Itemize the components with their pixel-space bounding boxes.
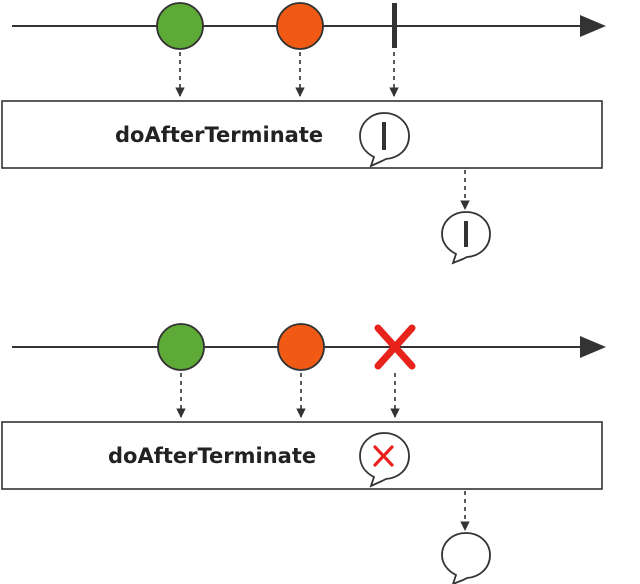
error-x-stroke: [373, 445, 394, 467]
item-green-marble: [156, 2, 204, 50]
operator-label: doAfterTerminate: [108, 444, 316, 468]
panel-complete: doAfterTerminate: [1, 2, 606, 265]
error-x-stroke: [374, 324, 416, 370]
complete-bar-icon: [392, 3, 397, 48]
speech-bubble-icon: [441, 211, 491, 265]
panel-error: doAfterTerminate: [1, 323, 606, 584]
item-orange-marble: [277, 323, 325, 371]
complete-bar-icon: [464, 221, 468, 247]
error-x-icon: [374, 324, 416, 370]
arrow-head-icon: [580, 336, 606, 358]
operator-box: [1, 421, 603, 490]
operator-label: doAfterTerminate: [115, 123, 323, 147]
complete-bar-icon: [382, 122, 386, 150]
arrow-head-icon: [580, 15, 606, 37]
speech-bubble-icon: [441, 532, 491, 584]
speech-bubble-icon: [359, 112, 410, 168]
operator-box: [1, 100, 603, 169]
item-green-marble: [157, 323, 205, 371]
item-orange-marble: [276, 2, 324, 50]
speech-bubble-icon: [359, 432, 410, 488]
error-x-icon: [373, 445, 394, 467]
